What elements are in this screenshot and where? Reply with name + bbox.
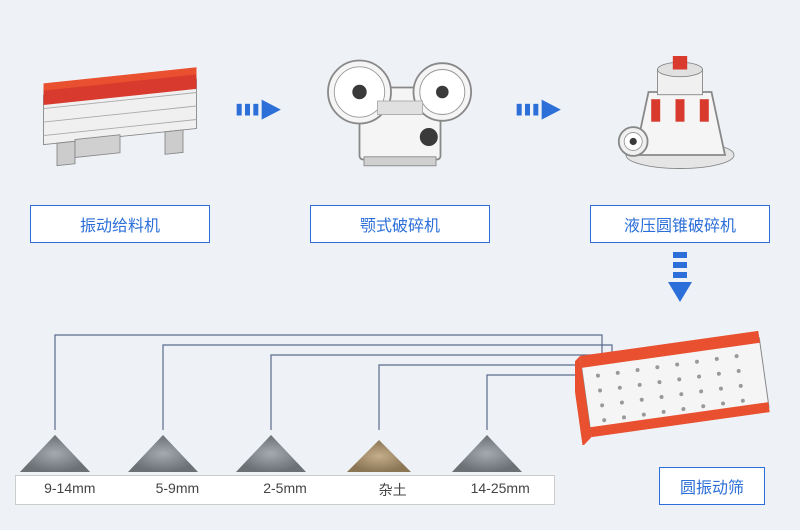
jaw-crusher: [310, 40, 490, 180]
output-sizes-row: 9-14mm 5-9mm 2-5mm 杂土 14-25mm: [15, 475, 555, 505]
size-0: 9-14mm: [16, 476, 124, 504]
cone-crusher: [590, 40, 770, 180]
pile-4: [447, 430, 527, 475]
label-feeder: 振动给料机: [30, 205, 210, 243]
bottom-area: 圆振动筛 9-14mm 5-9mm 2-5mm 杂土 14-25mm: [0, 280, 800, 530]
pile-1: [123, 430, 203, 475]
label-cone: 液压圆锥破碎机: [590, 205, 770, 243]
arrow-1: [235, 90, 285, 130]
size-2: 2-5mm: [231, 476, 339, 504]
label-jaw: 颚式破碎机: [310, 205, 490, 243]
output-piles: [15, 430, 527, 475]
top-flow-row: [0, 0, 800, 200]
vibrating-screen: [575, 315, 775, 450]
label-screen: 圆振动筛: [659, 467, 765, 505]
arrow-2: [515, 90, 565, 130]
size-3: 杂土: [339, 476, 447, 504]
size-1: 5-9mm: [124, 476, 232, 504]
pile-2: [231, 430, 311, 475]
vibrating-feeder: [30, 40, 210, 180]
size-4: 14-25mm: [446, 476, 554, 504]
pile-0: [15, 430, 95, 475]
pile-3: [339, 430, 419, 475]
machine-labels-row: 振动给料机 颚式破碎机 液压圆锥破碎机: [0, 200, 800, 243]
